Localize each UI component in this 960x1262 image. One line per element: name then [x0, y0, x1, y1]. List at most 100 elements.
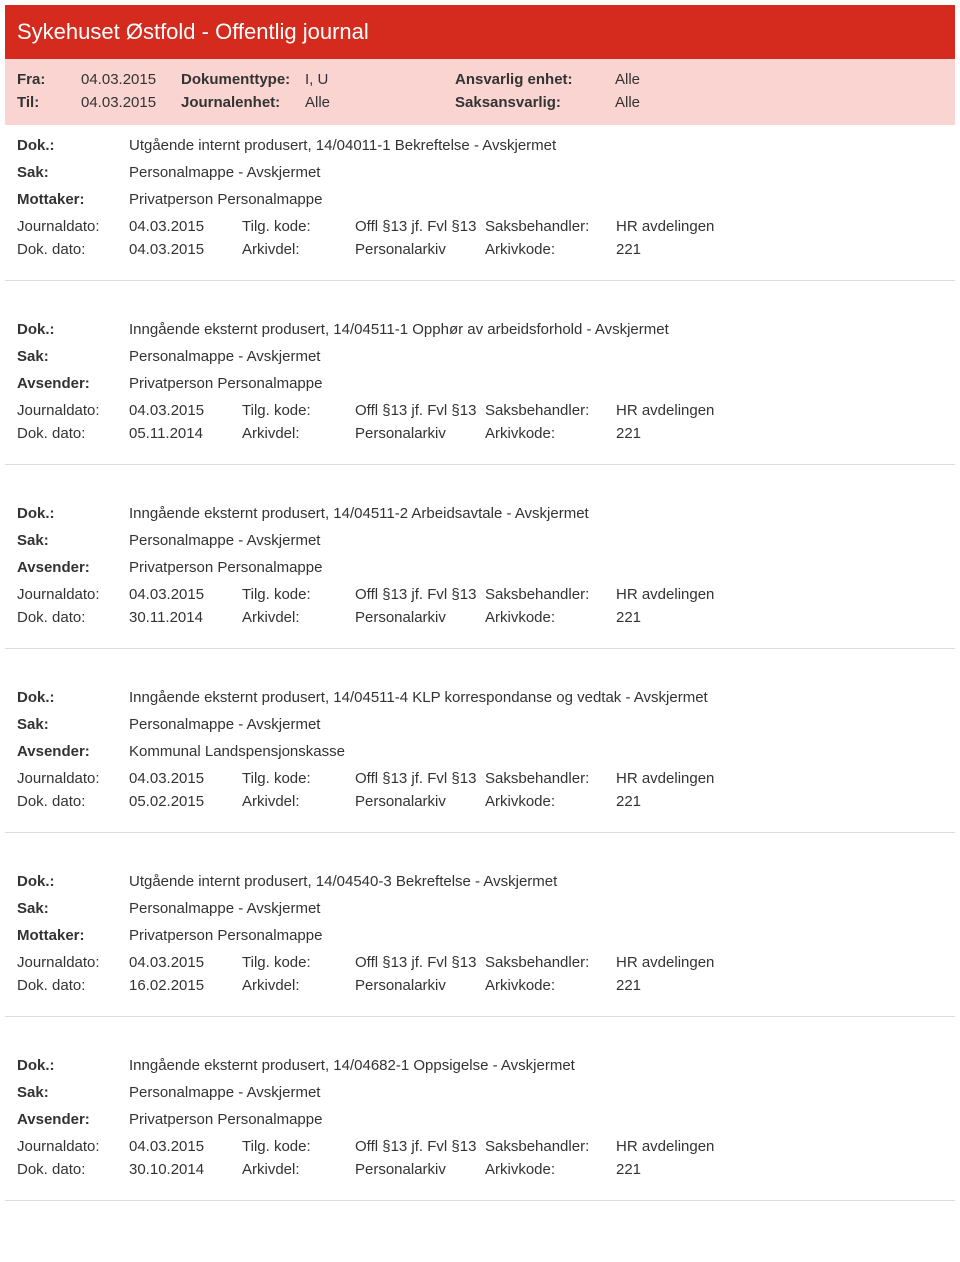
dok-label: Dok.: — [17, 1057, 129, 1074]
saksbehandler-value: HR avdelingen — [616, 218, 736, 235]
sak-value: Personalmappe - Avskjermet — [129, 900, 943, 917]
dokdato-value: 05.02.2015 — [129, 793, 242, 810]
arkivkode-label: Arkivkode: — [485, 977, 616, 994]
fra-value: 04.03.2015 — [81, 71, 181, 88]
journaldato-label: Journaldato: — [17, 1138, 129, 1155]
dokdato-label: Dok. dato: — [17, 241, 129, 258]
saksbehandler-label: Saksbehandler: — [485, 1138, 616, 1155]
tilgkode-label: Tilg. kode: — [242, 586, 355, 603]
tilgkode-value: Offl §13 jf. Fvl §13 — [355, 402, 485, 419]
party-label: Avsender: — [17, 375, 129, 392]
journaldato-label: Journaldato: — [17, 402, 129, 419]
arkivkode-label: Arkivkode: — [485, 1161, 616, 1178]
arkivkode-value: 221 — [616, 977, 736, 994]
tilgkode-value: Offl §13 jf. Fvl §13 — [355, 1138, 485, 1155]
arkivkode-value: 221 — [616, 793, 736, 810]
party-value: Privatperson Personalmappe — [129, 927, 943, 944]
dok-value: Utgående internt produsert, 14/04011-1 B… — [129, 137, 943, 154]
journalenhet-label: Journalenhet: — [181, 94, 305, 111]
saksbehandler-value: HR avdelingen — [616, 954, 736, 971]
saksbehandler-value: HR avdelingen — [616, 402, 736, 419]
til-label: Til: — [17, 94, 81, 111]
dokdato-value: 04.03.2015 — [129, 241, 242, 258]
dok-label: Dok.: — [17, 689, 129, 706]
journaldato-label: Journaldato: — [17, 218, 129, 235]
arkivkode-value: 221 — [616, 241, 736, 258]
journal-entry: Dok.: Inngående eksternt produsert, 14/0… — [5, 677, 955, 833]
dok-value: Utgående internt produsert, 14/04540-3 B… — [129, 873, 943, 890]
journaldato-value: 04.03.2015 — [129, 770, 242, 787]
arkivkode-value: 221 — [616, 609, 736, 626]
party-label: Avsender: — [17, 559, 129, 576]
party-label: Avsender: — [17, 743, 129, 760]
dok-label: Dok.: — [17, 873, 129, 890]
saksbehandler-value: HR avdelingen — [616, 1138, 736, 1155]
tilgkode-label: Tilg. kode: — [242, 770, 355, 787]
arkivkode-label: Arkivkode: — [485, 793, 616, 810]
party-value: Privatperson Personalmappe — [129, 191, 943, 208]
dokdato-label: Dok. dato: — [17, 793, 129, 810]
dokdato-label: Dok. dato: — [17, 425, 129, 442]
arkivdel-label: Arkivdel: — [242, 1161, 355, 1178]
arkivdel-value: Personalarkiv — [355, 977, 485, 994]
dokdato-value: 30.11.2014 — [129, 609, 242, 626]
tilgkode-value: Offl §13 jf. Fvl §13 — [355, 954, 485, 971]
journal-entry: Dok.: Inngående eksternt produsert, 14/0… — [5, 309, 955, 465]
arkivdel-value: Personalarkiv — [355, 425, 485, 442]
sak-value: Personalmappe - Avskjermet — [129, 716, 943, 733]
page-title: Sykehuset Østfold - Offentlig journal — [5, 5, 955, 59]
journal-entry: Dok.: Inngående eksternt produsert, 14/0… — [5, 1045, 955, 1201]
arkivdel-label: Arkivdel: — [242, 425, 355, 442]
dokdato-value: 05.11.2014 — [129, 425, 242, 442]
saksansvarlig-value: Alle — [615, 94, 715, 111]
party-value: Kommunal Landspensjonskasse — [129, 743, 943, 760]
journaldato-value: 04.03.2015 — [129, 1138, 242, 1155]
journaldato-value: 04.03.2015 — [129, 586, 242, 603]
arkivdel-value: Personalarkiv — [355, 241, 485, 258]
sak-value: Personalmappe - Avskjermet — [129, 164, 943, 181]
sak-label: Sak: — [17, 900, 129, 917]
fra-label: Fra: — [17, 71, 81, 88]
tilgkode-label: Tilg. kode: — [242, 1138, 355, 1155]
party-label: Mottaker: — [17, 927, 129, 944]
dokdato-label: Dok. dato: — [17, 609, 129, 626]
journalenhet-value: Alle — [305, 94, 455, 111]
dokdato-value: 30.10.2014 — [129, 1161, 242, 1178]
saksbehandler-label: Saksbehandler: — [485, 586, 616, 603]
arkivkode-label: Arkivkode: — [485, 241, 616, 258]
dok-label: Dok.: — [17, 137, 129, 154]
journal-entry: Dok.: Utgående internt produsert, 14/045… — [5, 861, 955, 1017]
saksansvarlig-label: Saksansvarlig: — [455, 94, 615, 111]
til-value: 04.03.2015 — [81, 94, 181, 111]
tilgkode-value: Offl §13 jf. Fvl §13 — [355, 218, 485, 235]
sak-value: Personalmappe - Avskjermet — [129, 348, 943, 365]
party-label: Mottaker: — [17, 191, 129, 208]
arkivdel-label: Arkivdel: — [242, 793, 355, 810]
dokumenttype-value: I, U — [305, 71, 455, 88]
dokdato-label: Dok. dato: — [17, 977, 129, 994]
dok-label: Dok.: — [17, 321, 129, 338]
tilgkode-label: Tilg. kode: — [242, 402, 355, 419]
party-value: Privatperson Personalmappe — [129, 375, 943, 392]
tilgkode-label: Tilg. kode: — [242, 218, 355, 235]
sak-value: Personalmappe - Avskjermet — [129, 1084, 943, 1101]
arkivkode-value: 221 — [616, 1161, 736, 1178]
saksbehandler-label: Saksbehandler: — [485, 218, 616, 235]
arkivdel-label: Arkivdel: — [242, 609, 355, 626]
saksbehandler-value: HR avdelingen — [616, 586, 736, 603]
tilgkode-value: Offl §13 jf. Fvl §13 — [355, 770, 485, 787]
dok-value: Inngående eksternt produsert, 14/04511-1… — [129, 321, 943, 338]
arkivdel-value: Personalarkiv — [355, 609, 485, 626]
sak-value: Personalmappe - Avskjermet — [129, 532, 943, 549]
arkivkode-value: 221 — [616, 425, 736, 442]
journaldato-label: Journaldato: — [17, 586, 129, 603]
sak-label: Sak: — [17, 716, 129, 733]
saksbehandler-label: Saksbehandler: — [485, 954, 616, 971]
saksbehandler-value: HR avdelingen — [616, 770, 736, 787]
dok-value: Inngående eksternt produsert, 14/04511-4… — [129, 689, 943, 706]
journaldato-value: 04.03.2015 — [129, 218, 242, 235]
ansvarlig-label: Ansvarlig enhet: — [455, 71, 615, 88]
ansvarlig-value: Alle — [615, 71, 715, 88]
arkivkode-label: Arkivkode: — [485, 425, 616, 442]
sak-label: Sak: — [17, 348, 129, 365]
